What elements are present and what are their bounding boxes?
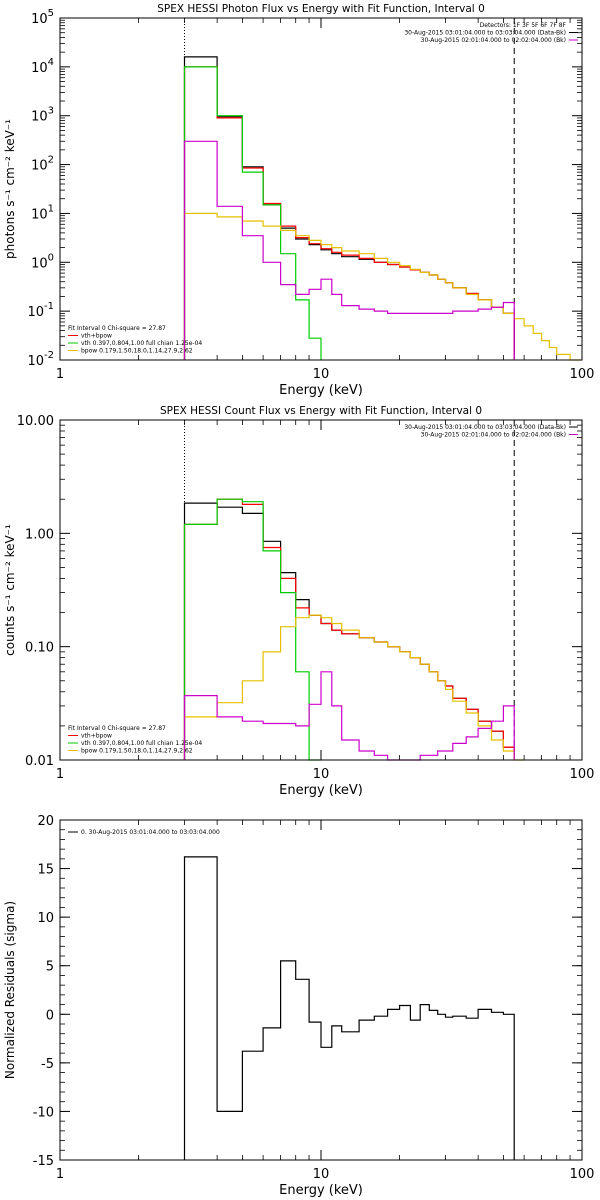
- legend-right-text: Detectors: 1F 3F 5F 6F 7F 8F: [480, 22, 567, 29]
- series-sum-histogram: [183, 66, 515, 360]
- y-tick-label: 10.00: [17, 414, 54, 429]
- series-vth-histogram: [183, 66, 322, 360]
- x-tick-label: 1: [56, 367, 64, 382]
- series-total-histogram: [183, 56, 515, 360]
- x-axis-label: Energy (keV): [279, 383, 363, 398]
- y-tick-label: 5: [46, 960, 54, 975]
- series-background-histogram: [183, 140, 515, 360]
- y-tick-label: 100: [31, 252, 54, 271]
- x-axis-label: Energy (keV): [279, 783, 363, 798]
- plot-frame: [59, 17, 583, 361]
- legend-right-text: 30-Aug-2015 03:01:04.000 to 03:03:04.000…: [404, 30, 566, 37]
- y-tick-label: 0.10: [25, 641, 54, 656]
- chart-title: SPEX HESSI Photon Flux vs Energy with Fi…: [157, 3, 485, 15]
- x-tick-label: 10: [313, 767, 330, 782]
- chart-panel-3: 1 10 100 Energy (keV) -15 -10 -5 0 5 10 15 20 Normal…: [3, 814, 594, 1198]
- x-tick-label: 100: [570, 1167, 595, 1182]
- y-axis-label: counts s⁻¹ cm⁻² keV⁻¹: [3, 524, 17, 656]
- legend-right-text: 30-Aug-2015 02:01:04.000 to 02:02:04.000…: [421, 432, 566, 439]
- x-tick-label: 1: [56, 1167, 64, 1182]
- x-tick-label: 1: [56, 767, 64, 782]
- plot-frame: [59, 819, 583, 1161]
- chart-panel-1: SPEX HESSI Photon Flux vs Energy with Fi…: [3, 3, 594, 398]
- legend-left-text: 0. 30-Aug-2015 03:01:04.000 to 03:03:04.…: [81, 829, 220, 836]
- series-background-histogram: [183, 671, 515, 761]
- legend-left-text: Fit Interval 0 Chi-square = 27.87: [68, 325, 166, 332]
- y-tick-label: 105: [31, 8, 54, 27]
- y-axis-label: photons s⁻¹ cm⁻² keV⁻¹: [3, 119, 17, 259]
- legend-left-text: vth+bpow: [81, 333, 112, 340]
- legend-left-text: bpow 0.179,1.50,18.0,1.14,27.9,2.62: [81, 348, 193, 355]
- y-tick-label: 10: [37, 911, 54, 926]
- legend-right-text: 30-Aug-2015 03:01:04.000 to 03:03:04.000…: [404, 424, 566, 431]
- x-tick-label: 10: [313, 367, 330, 382]
- y-tick-label: -10: [33, 1105, 54, 1120]
- y-tick-label: 0.01: [25, 754, 54, 769]
- series-bpow-histogram: [183, 212, 582, 361]
- legend-left-text: vth+bpow: [81, 733, 112, 740]
- y-tick-label: 15: [37, 863, 54, 878]
- y-tick-label: 104: [31, 57, 54, 76]
- y-tick-label: 101: [31, 203, 54, 222]
- series-total-histogram: [183, 502, 515, 760]
- x-axis-label: Energy (keV): [279, 1183, 363, 1198]
- y-tick-label: 102: [31, 155, 54, 174]
- y-tick-label: 0: [46, 1008, 54, 1023]
- y-tick-label: -5: [41, 1057, 54, 1072]
- y-tick-label: 103: [31, 106, 54, 125]
- y-tick-label: 20: [37, 814, 54, 829]
- y-tick-label: 10-1: [27, 301, 54, 320]
- x-tick-label: 100: [570, 367, 595, 382]
- y-tick-label: -15: [33, 1154, 54, 1169]
- legend-left-text: Fit Interval 0 Chi-square = 27.87: [68, 725, 166, 732]
- plot-frame: [59, 419, 583, 761]
- legend-left-text: vth 0.397,0.804,1.00 full chian 1.25e-04: [81, 340, 202, 347]
- y-axis-label: Normalized Residuals (sigma): [3, 901, 17, 1079]
- legend-left-text: vth 0.397,0.804,1.00 full chian 1.25e-04: [81, 740, 202, 747]
- x-tick-label: 10: [313, 1167, 330, 1182]
- legend-left-text: bpow 0.179,1.50,18.0,1.14,27.9,2.62: [81, 748, 193, 755]
- y-tick-label: 10-2: [27, 350, 54, 369]
- x-tick-label: 100: [570, 767, 595, 782]
- chart-panel-2: SPEX HESSI Count Flux vs Energy with Fit…: [3, 405, 594, 798]
- series-vth-histogram: [183, 498, 321, 761]
- chart-title: SPEX HESSI Count Flux vs Energy with Fit…: [160, 405, 482, 417]
- legend-right-text: 30-Aug-2015 02:01:04.000 to 02:02:04.000…: [421, 37, 566, 44]
- series-total-histogram: [183, 856, 515, 1160]
- series-bpow-histogram: [183, 614, 525, 761]
- y-tick-label: 1.00: [25, 527, 54, 542]
